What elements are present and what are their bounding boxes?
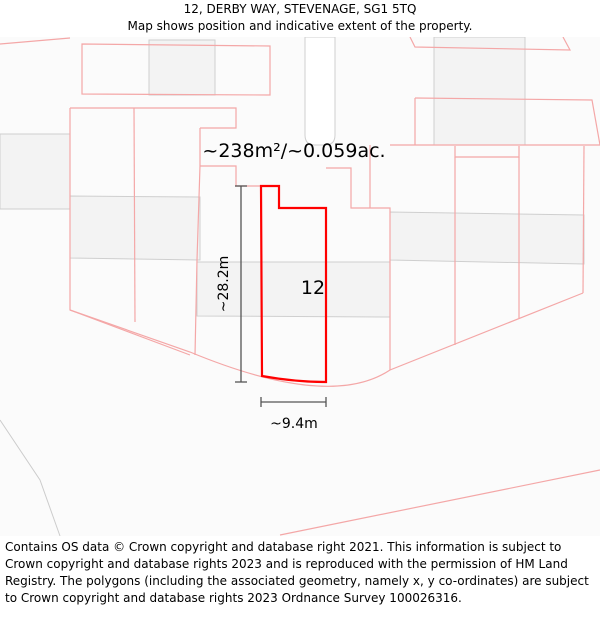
- property-map[interactable]: ~238m²/~0.059ac. 12 ~28.2m ~9.4m: [0, 37, 600, 536]
- height-dimension: [235, 185, 247, 383]
- road-edge: [0, 419, 61, 536]
- width-dimension: [260, 397, 327, 407]
- building: [0, 133, 71, 210]
- map-header: 12, DERBY WAY, STEVENAGE, SG1 5TQ Map sh…: [0, 0, 600, 35]
- area-label: ~238m²/~0.059ac.: [202, 140, 385, 162]
- height-dimension-label: ~28.2m: [216, 256, 232, 313]
- copyright-attribution: Contains OS data © Crown copyright and d…: [5, 540, 589, 605]
- footpath: [304, 37, 336, 146]
- building: [433, 37, 526, 146]
- property-address: 12, DERBY WAY, STEVENAGE, SG1 5TQ: [183, 2, 417, 16]
- width-dimension-label: ~9.4m: [270, 416, 318, 432]
- subject-property-boundary[interactable]: [259, 184, 328, 384]
- plot-number-label: 12: [301, 277, 325, 299]
- buildings: [0, 37, 585, 318]
- map-canvas: ~238m²/~0.059ac. 12 ~28.2m ~9.4m: [0, 37, 600, 536]
- building: [148, 39, 216, 96]
- map-subtitle: Map shows position and indicative extent…: [127, 19, 473, 33]
- parcel-boundaries: [0, 37, 600, 536]
- building: [389, 211, 585, 265]
